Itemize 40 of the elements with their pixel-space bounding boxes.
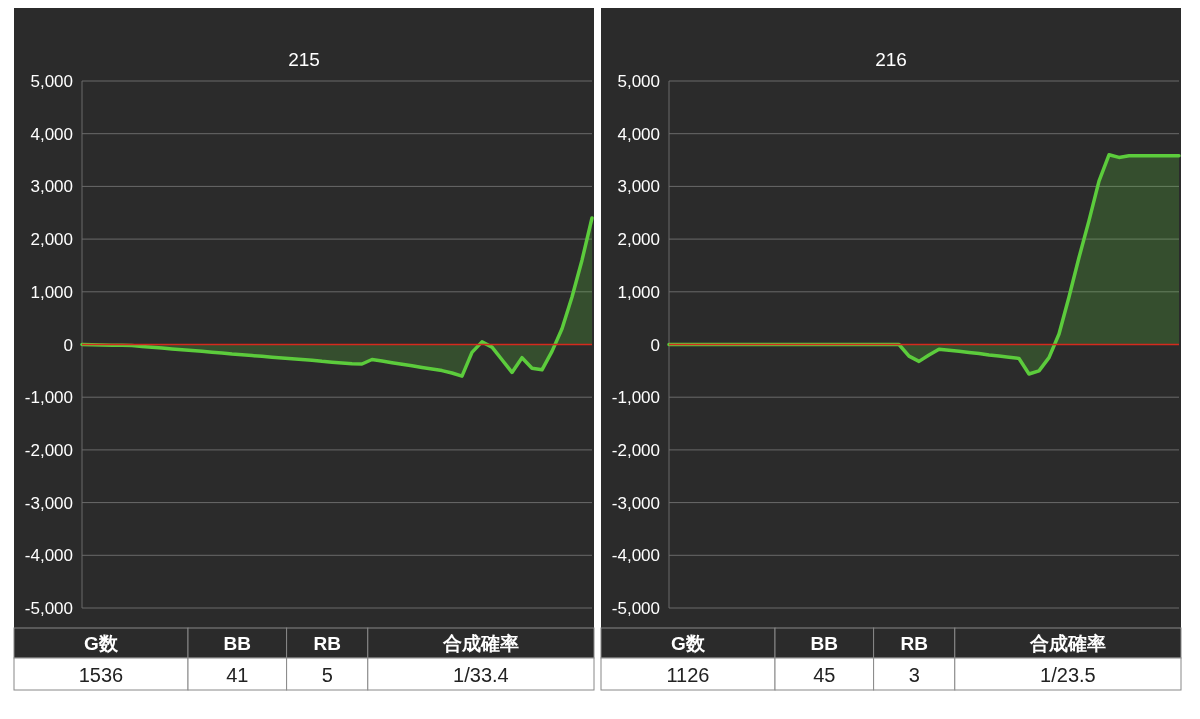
y-tick-label: -1,000 (611, 388, 660, 408)
text: G数 (84, 633, 119, 654)
y-tick-label: 0 (650, 335, 660, 355)
y-tick-label: 3,000 (617, 177, 660, 197)
y-tick-label: 5,000 (617, 72, 660, 91)
y-tick-label: -1,000 (24, 388, 73, 408)
text: 3 (908, 664, 920, 686)
text: 合成確率 (441, 633, 519, 654)
y-tick-label: 3,000 (30, 177, 73, 197)
y-tick-label: 2,000 (617, 230, 660, 250)
text: 1/23.5 (1040, 664, 1096, 686)
text: 合成確率 (1028, 633, 1106, 654)
text: BB (223, 633, 252, 654)
y-tick-label: 0 (63, 335, 73, 355)
y-tick-label: 1,000 (30, 282, 73, 302)
text: 5 (321, 664, 333, 686)
text: 1536 (78, 664, 124, 686)
y-tick-label: 2,000 (30, 230, 73, 250)
y-tick-label: 1,000 (617, 282, 660, 302)
text: G数 (671, 633, 706, 654)
text: 1126 (666, 664, 710, 686)
y-tick-label: -3,000 (24, 493, 73, 513)
y-tick-label: -2,000 (24, 440, 73, 460)
text: BB (810, 633, 839, 654)
y-tick-label: -5,000 (24, 599, 73, 618)
text: 1/33.4 (453, 664, 509, 686)
text: 45 (813, 664, 836, 686)
y-tick-label: -4,000 (24, 546, 73, 566)
chart-title: 215 (288, 49, 320, 70)
y-tick-label: -4,000 (611, 546, 660, 566)
text: 41 (226, 664, 249, 686)
text: RB (900, 633, 928, 654)
text: RB (313, 633, 341, 654)
y-tick-label: -5,000 (611, 599, 660, 618)
y-tick-label: -2,000 (611, 440, 660, 460)
y-tick-label: 5,000 (30, 72, 73, 91)
chart-title: 216 (875, 49, 907, 70)
y-tick-label: -3,000 (611, 493, 660, 513)
y-tick-label: 4,000 (617, 124, 660, 144)
y-tick-label: 4,000 (30, 124, 73, 144)
